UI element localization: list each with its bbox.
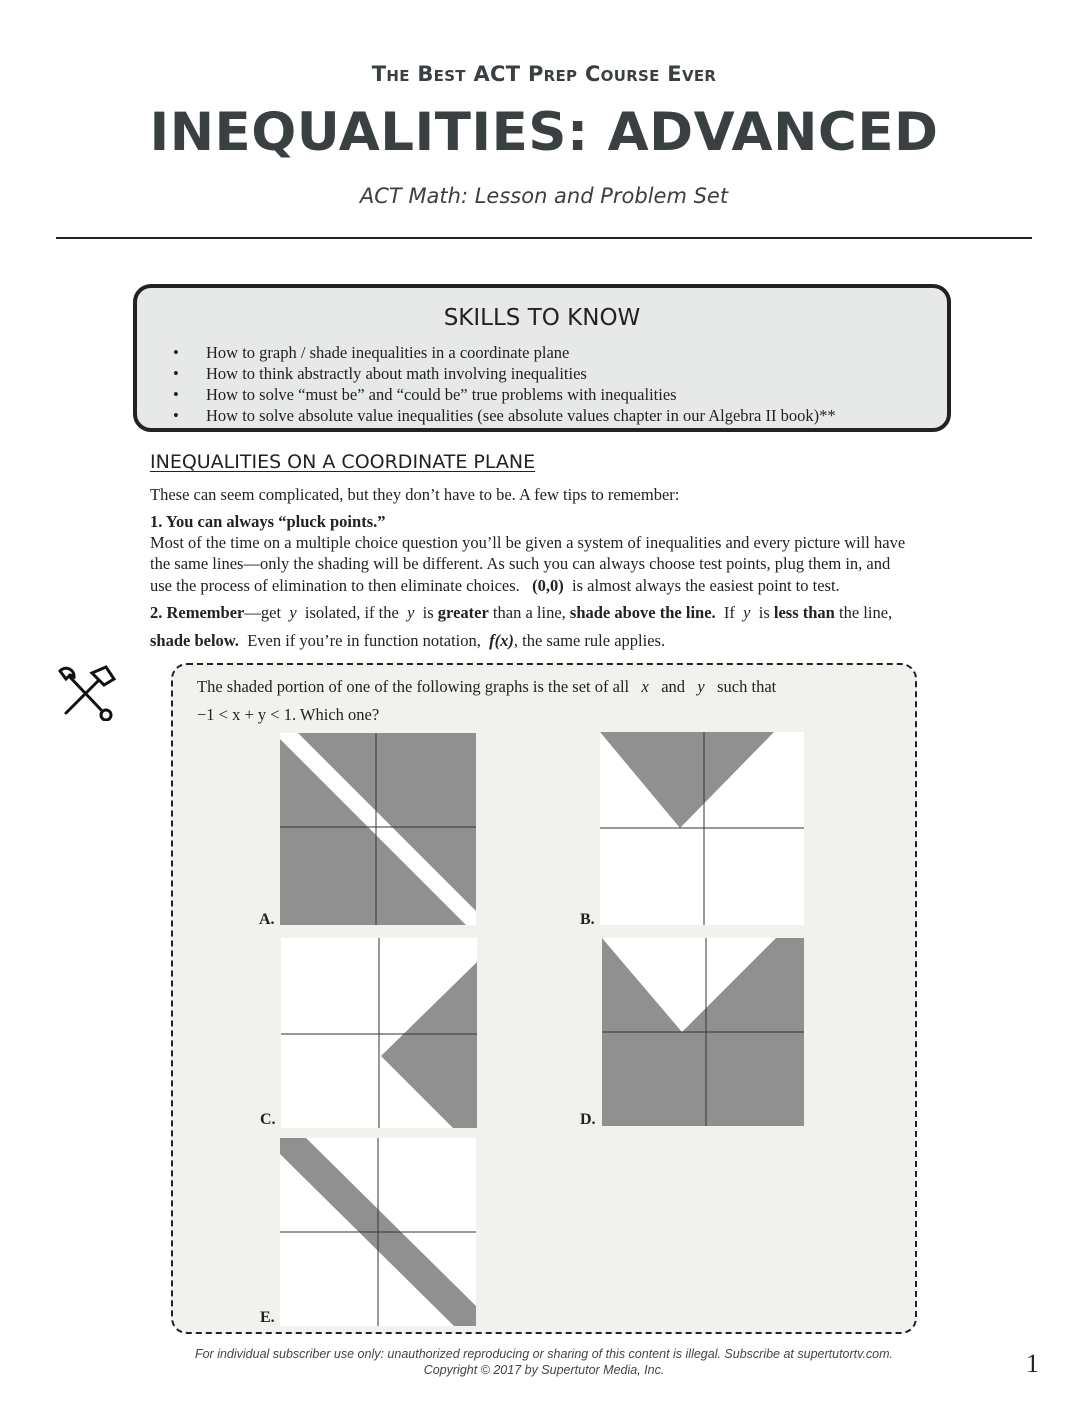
subtitle-part-a: ACT Math xyxy=(359,184,461,208)
skill-item: How to think abstractly about math invol… xyxy=(173,363,836,384)
footer-notice: For individual subscriber use only: unau… xyxy=(194,1347,894,1361)
question-text-a: The shaded portion of one of the followi… xyxy=(197,677,630,696)
skill-item: How to solve absolute value inequalities… xyxy=(173,405,836,426)
footer-copyright: Copyright © 2017 by Supertutor Media, In… xyxy=(423,1363,665,1377)
intro-text: These can seem complicated, but they don… xyxy=(150,485,680,504)
question-which: . Which one? xyxy=(291,705,380,724)
tip2-less: less than xyxy=(773,603,835,622)
page-title: INEQUALITIES: ADVANCED xyxy=(149,102,939,163)
tip2-line-1: 2. Remember—get y isolated, if the y is … xyxy=(150,602,950,624)
tip2-greater: greater xyxy=(437,603,489,622)
question-and: and xyxy=(661,677,686,696)
tip2-line-2: shade below. Even if you’re in function … xyxy=(150,630,950,652)
tip2-text-b: isolated, if the xyxy=(304,603,399,622)
inequality: −1 < x + y < 1 xyxy=(197,705,292,724)
tip2-text-f: is xyxy=(758,603,770,622)
choice-b-label: B. xyxy=(580,911,595,928)
graph-a xyxy=(280,733,476,925)
choice-c-label: C. xyxy=(260,1111,276,1128)
hammer-wrench-icon xyxy=(58,665,117,721)
graph-band xyxy=(280,733,476,925)
tip2-above: shade above the line. xyxy=(569,603,716,622)
section-title: INEQUALITIES ON A COORDINATE PLANE xyxy=(150,451,536,473)
var-y: y xyxy=(697,677,705,696)
choice-d-label: D. xyxy=(580,1111,596,1128)
question-line-2: −1 < x + y < 1. Which one? xyxy=(197,705,897,725)
tip1-line-3: use the process of elimination to then e… xyxy=(150,575,950,597)
skills-box: SKILLS TO KNOW How to graph / shade ineq… xyxy=(133,284,951,432)
graph-shade xyxy=(600,732,774,828)
skills-list: How to graph / shade inequalities in a c… xyxy=(173,342,836,426)
var-y: y xyxy=(743,603,751,622)
tip1-text-c: use the process of elimination to then e… xyxy=(150,576,520,595)
tip1-line-1: Most of the time on a multiple choice qu… xyxy=(150,533,906,552)
graph-d xyxy=(602,938,804,1126)
tip2-text-h: Even if you’re in function notation, xyxy=(247,631,481,650)
course-kicker: The Best ACT Prep Course Ever xyxy=(371,62,717,86)
var-x: x xyxy=(641,677,649,696)
tip1-line-2: the same lines—only the shading will be … xyxy=(150,554,891,573)
tip2-text-a: —get xyxy=(244,603,282,622)
skill-item: How to solve “must be” and “could be” tr… xyxy=(173,384,836,405)
graph-b xyxy=(600,732,804,925)
skills-heading: SKILLS TO KNOW xyxy=(443,305,641,331)
question-text-b: such that xyxy=(717,677,777,696)
tip2-text-e: If xyxy=(723,603,735,622)
subtitle-part-b: : Lesson and Problem Set xyxy=(460,184,729,208)
tip2-text-g: the line, xyxy=(839,603,893,622)
var-y: y xyxy=(407,603,415,622)
graph-e xyxy=(280,1138,476,1326)
tip2-text-d: than a line, xyxy=(492,603,566,622)
page-number: 1 xyxy=(1026,1349,1039,1378)
tip2-below: shade below. xyxy=(150,631,239,650)
tip2-text-c: is xyxy=(422,603,434,622)
tip1-text-d: is almost always the easiest point to te… xyxy=(572,576,840,595)
tip2-text-i: , the same rule applies. xyxy=(513,631,666,650)
graph-shade xyxy=(320,733,476,875)
choice-a-label: A. xyxy=(259,911,275,928)
graph-c xyxy=(281,938,477,1128)
graph-shade xyxy=(381,962,477,1128)
test-point: (0,0) xyxy=(532,576,564,595)
function-notation: f(x) xyxy=(489,631,514,650)
page-subtitle: ACT Math: Lesson and Problem Set xyxy=(0,184,1088,208)
header-rule xyxy=(56,237,1032,239)
question-line-1: The shaded portion of one of the followi… xyxy=(197,677,897,697)
var-y: y xyxy=(289,603,297,622)
skill-item: How to graph / shade inequalities in a c… xyxy=(173,342,836,363)
tip2-number: 2. Remember xyxy=(150,603,245,622)
choice-e-label: E. xyxy=(260,1309,275,1326)
tip1-title: 1. You can always “pluck points.” xyxy=(150,512,386,531)
